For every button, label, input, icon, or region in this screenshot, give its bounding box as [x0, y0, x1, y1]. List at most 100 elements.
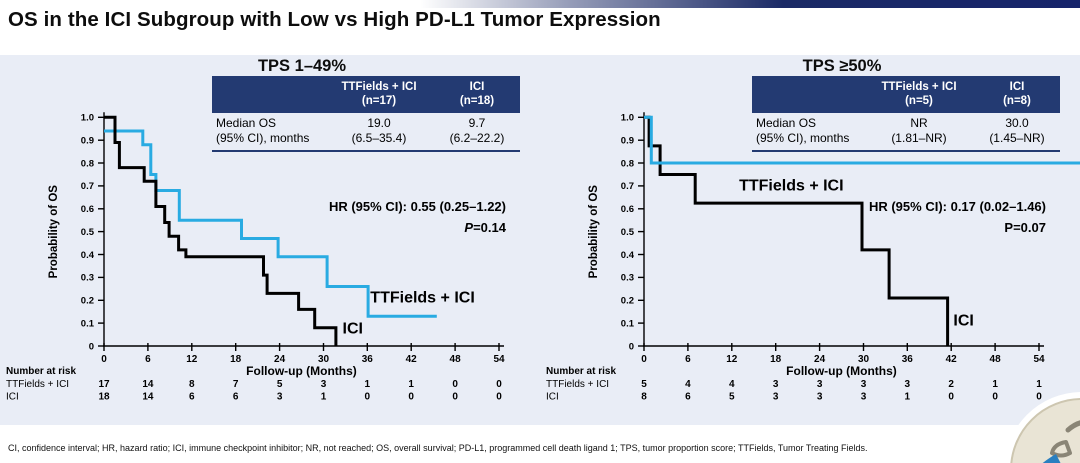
svg-text:0.2: 0.2	[621, 296, 634, 307]
slide-title: OS in the ICI Subgroup with Low vs High …	[8, 8, 661, 31]
at-risk-row-name-ttfields-ici: TTFields + ICI	[546, 379, 609, 390]
svg-text:6: 6	[685, 354, 691, 365]
at-risk-value: 6	[189, 392, 195, 403]
at-risk-row-name-ici: ICI	[6, 392, 19, 403]
svg-text:42: 42	[946, 354, 958, 365]
at-risk-value: 3	[321, 379, 327, 390]
at-risk-value: 4	[685, 379, 691, 390]
at-risk-value: 3	[861, 392, 867, 403]
svg-text:0.3: 0.3	[621, 273, 634, 284]
summary-row-label-line1: Median OS	[756, 115, 817, 130]
axes	[638, 112, 1045, 351]
svg-text:36: 36	[362, 354, 374, 365]
svg-text:30: 30	[318, 354, 330, 365]
at-risk-value: 3	[773, 392, 779, 403]
summary-header-ici: ICI (n=8)	[974, 80, 1060, 109]
conference-logo	[1004, 392, 1080, 463]
svg-text:0.9: 0.9	[81, 136, 94, 147]
svg-text:0.1: 0.1	[81, 318, 95, 329]
p-value-annotation: P=0.14	[464, 220, 506, 235]
summary-row-label-line2: (95% CI), months	[216, 130, 310, 145]
at-risk-value: 0	[1036, 392, 1042, 403]
curve-label-ttfields-ici: TTFields + ICI	[370, 290, 474, 307]
svg-text:24: 24	[274, 354, 286, 365]
at-risk-value: 3	[817, 392, 823, 403]
curve-label-ici: ICI	[953, 312, 973, 329]
summary-value-ici-ci: (6.2–22.2)	[449, 130, 505, 145]
abbreviations-footnote: CI, confidence interval; HR, hazard rati…	[8, 443, 868, 453]
logo-water-stream	[1042, 454, 1061, 463]
at-risk-value: 3	[817, 379, 823, 390]
at-risk-value: 6	[233, 392, 239, 403]
summary-header-ttfields-n: (n=17)	[361, 95, 397, 108]
summary-header-ttfields-name: TTFields + ICI	[881, 81, 957, 93]
km-plot-tps-high: 00.10.20.30.40.50.60.70.80.91.00 6 12 18 24 3…	[546, 112, 1080, 403]
svg-text:54: 54	[1033, 354, 1045, 365]
at-risk-value: 5	[277, 379, 283, 390]
at-risk-value: 8	[641, 392, 647, 403]
y-tick-labels: 0 0.1 0.2 0.3 0.4 0.5 0.6 0.7 0.8 0.9 1.0	[81, 113, 95, 353]
at-risk-value: 0	[992, 392, 998, 403]
svg-text:12: 12	[726, 354, 738, 365]
svg-text:0.8: 0.8	[81, 158, 94, 169]
at-risk-value: 0	[496, 392, 502, 403]
at-risk-row-name-ttfields-ici: TTFields + ICI	[6, 379, 69, 390]
svg-text:18: 18	[770, 354, 782, 365]
summary-value-ici: 9.7 (6.2–22.2)	[434, 116, 520, 146]
at-risk-value: 2	[948, 379, 954, 390]
svg-text:0.9: 0.9	[621, 136, 634, 147]
svg-text:0.6: 0.6	[81, 204, 94, 215]
svg-text:48: 48	[450, 354, 462, 365]
at-risk-value: 4	[729, 379, 735, 390]
x-tick-labels: 0 6 12 18 24 30 36 42 48 54	[101, 354, 505, 365]
summary-value-ttfields-median: NR	[910, 115, 928, 130]
summary-value-ici-ci: (1.45–NR)	[989, 130, 1045, 145]
svg-text:6: 6	[145, 354, 151, 365]
chart-title-tps-low: TPS 1–49%	[257, 57, 347, 75]
at-risk-value: 1	[1036, 379, 1042, 390]
at-risk-value: 1	[321, 392, 327, 403]
number-at-risk-label: Number at risk	[6, 366, 76, 377]
at-risk-value: 5	[729, 392, 735, 403]
at-risk-value: 17	[98, 379, 110, 390]
logo-merlion-snout	[1050, 440, 1072, 458]
curve-label-ttfields-ici: TTFields + ICI	[739, 178, 843, 195]
svg-text:0: 0	[89, 341, 94, 352]
svg-text:42: 42	[406, 354, 418, 365]
svg-text:0.6: 0.6	[621, 204, 634, 215]
svg-text:0.4: 0.4	[621, 250, 635, 261]
summary-table-tps-low: TTFields + ICI (n=17) ICI (n=18) Median …	[212, 76, 520, 152]
x-axis-title: Follow-up (Months)	[786, 364, 897, 378]
at-risk-value: 0	[496, 379, 502, 390]
summary-row-label-line2: (95% CI), months	[756, 130, 850, 145]
summary-value-ttfields: 19.0 (6.5–35.4)	[324, 116, 434, 146]
summary-table-header: TTFields + ICI (n=17) ICI (n=18)	[212, 76, 520, 113]
at-risk-value: 3	[773, 379, 779, 390]
footer-band	[0, 425, 1080, 463]
at-risk-value: 1	[905, 392, 911, 403]
km-curve-ttfields-ici	[104, 129, 437, 318]
svg-text:24: 24	[814, 354, 826, 365]
km-curve-ici	[644, 115, 950, 346]
at-risk-value: 0	[408, 392, 414, 403]
summary-value-ici-median: 9.7	[468, 115, 486, 130]
svg-text:0.5: 0.5	[81, 227, 95, 238]
at-risk-row-name-ici: ICI	[546, 392, 559, 403]
number-at-risk-label: Number at risk	[546, 366, 616, 377]
summary-header-ttfields: TTFields + ICI (n=5)	[864, 80, 974, 109]
summary-header-ici-n: (n=18)	[459, 95, 495, 108]
summary-value-ttfields: NR (1.81–NR)	[864, 116, 974, 146]
summary-header-ttfields: TTFields + ICI (n=17)	[324, 80, 434, 109]
at-risk-value: 5	[641, 379, 647, 390]
at-risk-value: 0	[365, 392, 371, 403]
at-risk-value: 0	[452, 392, 458, 403]
x-tick-labels: 0 6 12 18 24 30 36 42 48 54	[641, 354, 1045, 365]
summary-table-tps-high: TTFields + ICI (n=5) ICI (n=8) Median OS…	[752, 76, 1060, 152]
y-axis-title: Probability of OS	[588, 185, 600, 279]
at-risk-value: 1	[365, 379, 371, 390]
svg-text:0.8: 0.8	[621, 158, 634, 169]
svg-text:0.7: 0.7	[621, 181, 634, 192]
at-risk-value: 8	[189, 379, 195, 390]
at-risk-value: 6	[685, 392, 691, 403]
